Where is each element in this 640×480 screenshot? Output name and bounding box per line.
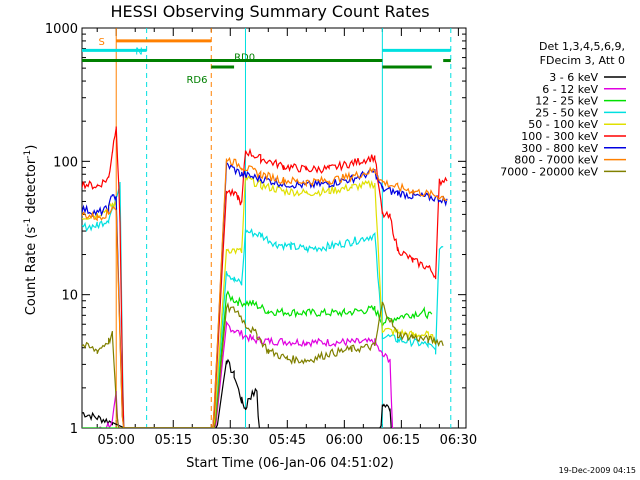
y-axis-label: Count Rate (s-1 detector-1) [23,145,39,316]
plot-clip-group [82,28,452,428]
legend-label-12-25-kev: 12 - 25 keV [535,95,598,108]
plot-frame [81,27,467,429]
x-tick-label: 05:15 [155,433,192,448]
legend-label-50-100-kev: 50 - 100 keV [528,118,598,131]
flag-s-label: S [98,37,104,48]
legend-label-25-50-kev: 25 - 50 keV [535,106,598,119]
y-tick-label: 100 [53,155,78,170]
legend-label-7000-20000-kev: 7000 - 20000 keV [500,165,598,178]
flag-rd0-label: RD0 [234,53,255,64]
legend-label-800-7000-kev: 800 - 7000 keV [514,154,598,167]
series-7000-20000-kev-line [82,301,444,428]
legend-header-line-1: Det 1,3,4,5,6,9, [539,40,625,53]
flag-n-label: N [135,46,142,57]
y-tick-label: 1 [70,422,78,437]
x-tick-label: 05:45 [269,433,306,448]
legend-label-300-800-kev: 300 - 800 keV [521,142,598,155]
legend-header-line-2: FDecim 3, Att 0 [540,54,625,67]
series-12-25-kev-line [82,290,433,428]
x-tick-label: 06:15 [383,433,420,448]
chart-title: HESSI Observing Summary Count Rates [110,2,429,21]
x-tick-label: 05:00 [97,433,134,448]
x-tick-label: 05:30 [212,433,249,448]
legend-label-6-12-kev: 6 - 12 keV [542,83,598,96]
timestamp: 19-Dec-2009 04:15 [559,466,636,475]
legend-label-3-6-kev: 3 - 6 keV [549,71,598,84]
x-axis-label: Start Time (06-Jan-06 04:51:02) [186,456,394,471]
flag-rd6-label: RD6 [186,75,207,86]
plot-area: 1 10 100 1000 05:00 05:15 05:30 05:45 06:00 06:15… [45,22,477,448]
series-25-50-kev-line [82,181,444,428]
series-3-6-kev-line [82,358,394,428]
x-tick-label: 06:00 [326,433,363,448]
series-100-300-kev-line [82,126,448,428]
legend-label-100-300-kev: 100 - 300 keV [521,130,598,143]
series-6-12-kev-line [82,320,394,428]
series-800-7000-kev-line [82,156,448,428]
series-300-800-kev-line [82,161,448,428]
series-50-100-kev-line [82,174,437,428]
x-tick-label: 06:30 [440,433,477,448]
y-tick-label: 1000 [45,22,78,37]
y-tick-label: 10 [61,289,78,304]
